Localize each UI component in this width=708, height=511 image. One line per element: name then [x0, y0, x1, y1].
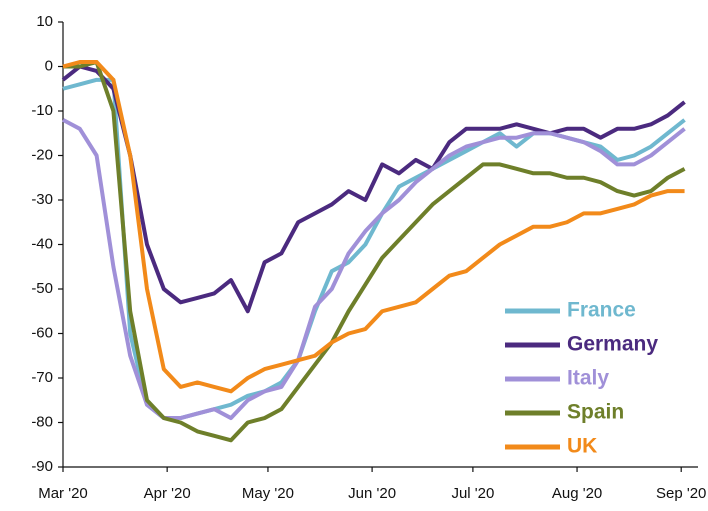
y-tick-label: -60: [31, 324, 53, 341]
x-tick-label: Jul '20: [451, 485, 494, 502]
x-tick-label: May '20: [242, 485, 294, 502]
x-tick-label: Sep '20: [656, 485, 706, 502]
line-series: [61, 64, 686, 314]
y-tick-label: -30: [31, 191, 53, 208]
y-tick-label: -90: [31, 458, 53, 475]
y-tick-label: -10: [31, 102, 53, 119]
x-tick-label: Jun '20: [348, 485, 396, 502]
x-tick-label: Apr '20: [144, 485, 191, 502]
x-tick-label: Aug '20: [552, 485, 602, 502]
y-tick-label: -50: [31, 280, 53, 297]
legend-label: Italy: [567, 367, 609, 390]
line-series: [62, 60, 685, 394]
line-series: [63, 60, 686, 443]
x-tick-label: Mar '20: [38, 485, 88, 502]
legend-label: UK: [567, 435, 597, 458]
legend-label: Spain: [567, 401, 624, 424]
legend-label: France: [567, 299, 636, 322]
y-tick-label: -40: [31, 235, 53, 252]
legend-label: Germany: [567, 333, 658, 356]
y-tick-label: -70: [31, 369, 53, 386]
y-tick-label: 10: [36, 13, 53, 30]
y-tick-label: -80: [31, 413, 53, 430]
y-tick-label: -20: [31, 146, 53, 163]
y-tick-label: 0: [45, 57, 53, 74]
